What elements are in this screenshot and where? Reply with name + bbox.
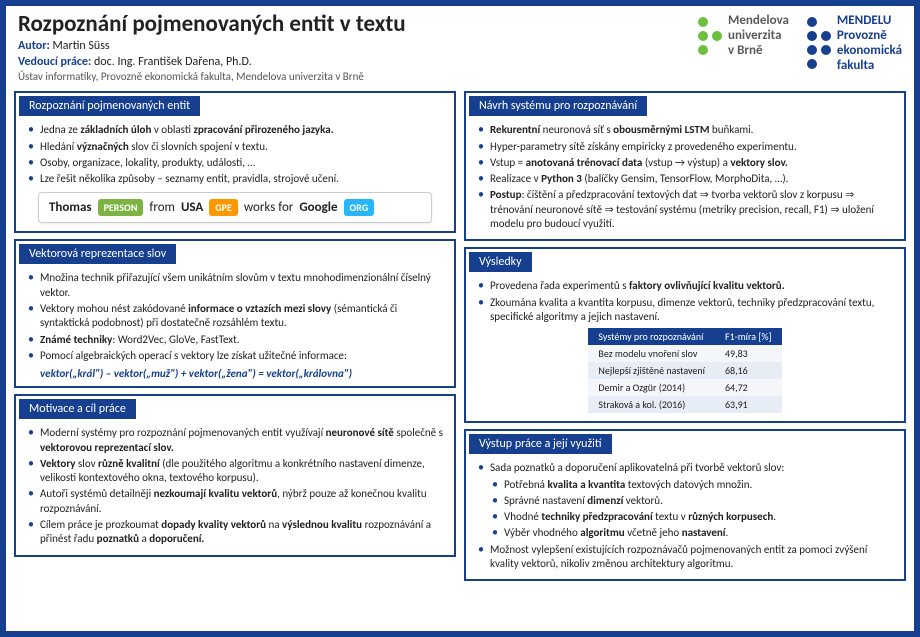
section-body: Sada poznatků a doporučení aplikovatelná… [466,457,904,579]
poster: Rozpoznání pojmenovaných entit v textu A… [0,0,920,637]
list-item: Správné nastavení dimenzí vektorů. [490,494,894,508]
section-title: Vektorová reprezentace slov [19,244,176,264]
list-item: Vhodné techniky předzpracování textu v r… [490,510,894,524]
section-title: Výstup práce a její využití [469,434,612,454]
department: Ústav informatiky, Provozně ekonomická f… [18,70,688,83]
list-item: Hyper-parametry sítě získány empiricky z… [476,140,894,154]
section-body: Provedena řada experimentů s faktory ovl… [466,275,904,421]
list-item: Autoři systémů detailněji nezkoumají kva… [26,487,444,516]
section-title: Výsledky [469,252,532,272]
poster-title: Rozpoznání pojmenovaných entit v textu [18,12,688,37]
list-item: Vektory slov různě kvalitní (dle použité… [26,457,444,486]
logo-mendelu-blue: MENDELU Provozně ekonomická fakulta [807,14,902,74]
list-item: Provedena řada experimentů s faktory ovl… [476,279,894,293]
table-row: Straková a kol. (2016)63,91 [588,396,781,413]
list-item: Lze řešit několika způsoby – seznamy ent… [26,172,444,186]
list-item: Vektory mohou nést zakódované informace … [26,302,444,331]
section-title: Motivace a cíl práce [19,399,136,419]
table-row: Nejlepší zjištěné nastavení68,16 [588,362,781,379]
list-item: Postup: čištění a předzpracování textový… [476,188,894,231]
section-title: Návrh systému pro rozpoznávání [469,96,647,116]
section-results: Výsledky Provedena řada experimentů s fa… [464,247,906,423]
section-body: Množina technik přiřazující všem unikátn… [16,267,454,386]
results-table: Systémy pro rozpoznáváníF1-míra [%] Bez … [588,328,781,413]
list-item: Známé techniky: Word2Vec, GloVe, FastTex… [26,333,444,347]
author-label: Autor: [18,39,50,53]
list-item: Osoby, organizace, lokality, produkty, u… [26,156,444,170]
logo-dots-green [698,14,722,55]
vector-equation: vektor(„král") – vektor(„muž") + vektor(… [40,367,444,380]
header: Rozpoznání pojmenovaných entit v textu A… [6,6,914,87]
supervisor-label: Vedoucí práce: [18,55,91,69]
tag-person: PERSON [98,199,144,216]
columns: Rozpoznání pojmenovaných entit Jedna ze … [6,87,914,631]
author-line: Autor: Martin Süss [18,39,688,53]
list-item: Sada poznatků a doporučení aplikovatelná… [476,461,894,540]
list-item: Možnost vylepšení existujících rozpoznáv… [476,543,894,572]
tag-gpe: GPE [209,199,238,216]
left-column: Rozpoznání pojmenovaných entit Jedna ze … [14,91,456,623]
right-column: Návrh systému pro rozpoznávání Rekurentn… [464,91,906,623]
list-item: Vstup = anotovaná trénovací data (vstup … [476,156,894,170]
list-item: Hledání význačných slov či slovních spoj… [26,140,444,154]
section-title: Rozpoznání pojmenovaných entit [19,96,200,116]
section-output: Výstup práce a její využití Sada poznatk… [464,429,906,581]
list-item: Moderní systémy pro rozpoznání pojmenova… [26,426,444,455]
header-text: Rozpoznání pojmenovaných entit v textu A… [18,12,688,83]
list-item: Realizace v Python 3 (balíčky Gensim, Te… [476,172,894,186]
supervisor-line: Vedoucí práce: doc. Ing. František Dařen… [18,55,688,69]
list-item: Pomocí algebraických operací s vektory l… [26,349,444,363]
section-body: Moderní systémy pro rozpoznání pojmenova… [16,422,454,554]
ner-example: Thomas PERSON from USA GPE works for Goo… [38,192,432,223]
tag-org: ORG [344,199,375,216]
logo-dots-blue [807,14,831,69]
list-item: Cílem práce je prozkoumat dopady kvality… [26,518,444,547]
section-design: Návrh systému pro rozpoznávání Rekurentn… [464,91,906,241]
section-body: Rekurentní neuronová síť s obousměrnými … [466,119,904,239]
section-ner: Rozpoznání pojmenovaných entit Jedna ze … [14,91,456,233]
section-body: Jedna ze základních úloh v oblasti zprac… [16,119,454,231]
list-item: Potřebná kvalita a kvantita textových da… [490,478,894,492]
author-name: Martin Süss [53,39,110,53]
logos: Mendelova univerzita v Brně MENDELU Prov… [698,12,902,83]
section-motivation: Motivace a cíl práce Moderní systémy pro… [14,394,456,556]
list-item: Jedna ze základních úloh v oblasti zprac… [26,123,444,137]
table-row: Demir a Ozgür (2014)64,72 [588,379,781,396]
list-item: Zkoumána kvalita a kvantita korpusu, dim… [476,296,894,325]
list-item: Množina technik přiřazující všem unikátn… [26,271,444,300]
table-header: Systémy pro rozpoznávání [588,328,715,345]
table-header: F1-míra [%] [715,328,782,345]
list-item: Rekurentní neuronová síť s obousměrnými … [476,123,894,137]
logo-text-green: Mendelova univerzita v Brně [728,14,789,59]
logo-mendelu-green: Mendelova univerzita v Brně [698,14,789,59]
logo-text-blue: MENDELU Provozně ekonomická fakulta [837,14,902,74]
table-row: Bez modelu vnoření slov49,83 [588,345,781,362]
supervisor-name: doc. Ing. František Dařena, Ph.D. [94,55,252,69]
list-item: Výběr vhodného algoritmu včetně jeho nas… [490,526,894,540]
section-vectors: Vektorová reprezentace slov Množina tech… [14,239,456,388]
